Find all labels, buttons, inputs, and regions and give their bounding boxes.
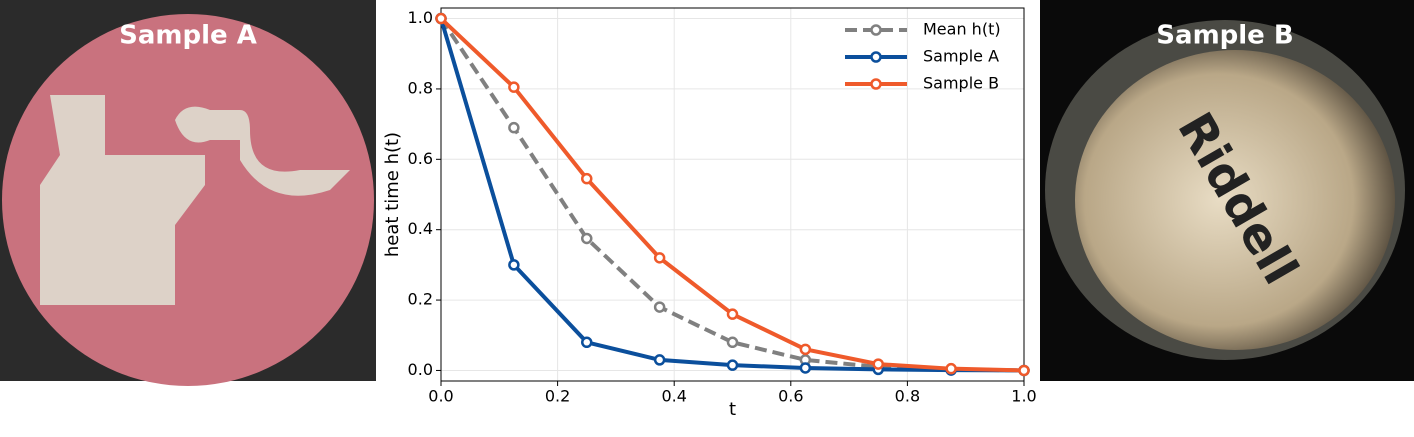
- x-axis-label: t: [729, 399, 736, 420]
- point: [726, 359, 739, 371]
- point: [435, 12, 447, 25]
- y-tick-label: 0.6: [408, 149, 433, 168]
- y-tick-label: 0.0: [408, 360, 433, 379]
- point: [799, 362, 812, 374]
- point: [581, 172, 593, 185]
- y-tick-label: 1.0: [408, 8, 433, 27]
- x-tick-label: 0.2: [545, 387, 570, 406]
- x-tick-label: 0.0: [428, 387, 453, 406]
- y-tick-label: 0.8: [408, 78, 433, 97]
- point: [799, 343, 812, 356]
- point: [726, 336, 739, 349]
- point: [872, 358, 884, 370]
- point: [508, 259, 520, 271]
- point: [1018, 364, 1030, 377]
- legend-marker: [870, 78, 882, 90]
- point: [653, 354, 666, 366]
- point: [653, 252, 666, 264]
- point: [508, 81, 520, 93]
- image-label: Sample A: [119, 21, 257, 51]
- point: [508, 121, 520, 134]
- image-b: Riddell: [1040, 0, 1414, 381]
- x-tick-label: 0.8: [895, 387, 920, 406]
- x-tick-label: 1.0: [1011, 387, 1036, 406]
- legend-label: Mean h(t): [923, 20, 1001, 39]
- y-tick-label: 0.4: [408, 219, 433, 238]
- y-axis-label: heat time h(t): [382, 132, 403, 257]
- point: [945, 362, 957, 375]
- legend-marker: [870, 24, 882, 36]
- legend-label: Sample A: [923, 47, 999, 66]
- image-label: Sample B: [1156, 21, 1293, 51]
- point: [581, 232, 593, 245]
- point: [726, 308, 739, 320]
- x-tick-label: 0.4: [661, 387, 686, 406]
- image-a: [0, 0, 376, 386]
- y-tick-label: 0.2: [408, 290, 433, 309]
- x-tick-label: 0.6: [778, 387, 803, 406]
- point: [581, 336, 593, 349]
- point: [653, 301, 666, 313]
- plot-frame: [440, 7, 1025, 382]
- legend-marker: [870, 51, 882, 63]
- legend-label: Sample B: [923, 74, 999, 93]
